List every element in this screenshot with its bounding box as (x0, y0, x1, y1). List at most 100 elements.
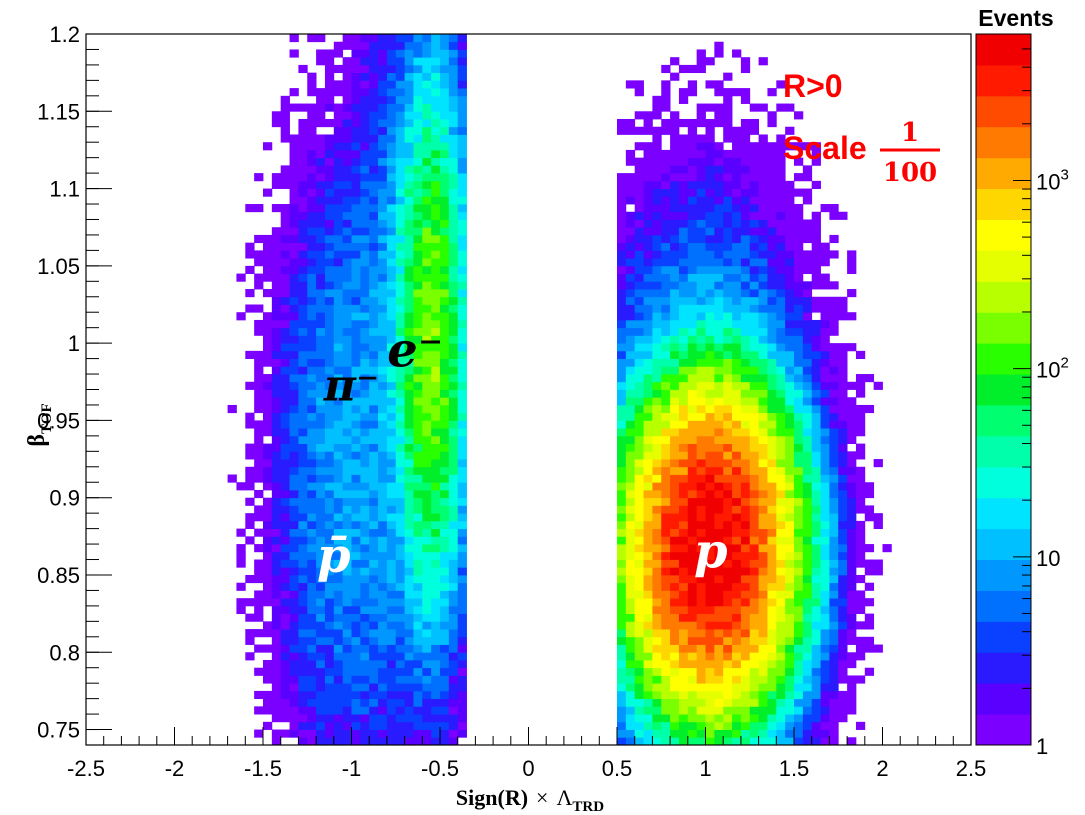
heatmap-cell (687, 451, 698, 460)
heatmap-cell (696, 459, 706, 468)
heatmap-cell (386, 366, 397, 375)
heatmap-cell (705, 242, 715, 251)
heatmap-cell (776, 659, 786, 669)
heatmap-cell (280, 227, 290, 236)
heatmap-cell (448, 157, 459, 166)
heatmap-cell (758, 675, 768, 684)
heatmap-cell (342, 729, 352, 738)
heatmap-cell (723, 559, 733, 568)
heatmap-cell (386, 242, 397, 251)
heatmap-cell (749, 690, 759, 700)
heatmap-cell (820, 505, 830, 514)
heatmap-cell (404, 142, 414, 151)
heatmap-cell (723, 737, 733, 746)
heatmap-cell (643, 544, 653, 553)
heatmap-cell (696, 149, 706, 159)
heatmap-cell (652, 667, 662, 676)
heatmap-cell (847, 265, 857, 274)
label-pion: π⁻ (323, 360, 379, 411)
heatmap-cell (395, 482, 405, 491)
heatmap-cell (307, 459, 317, 468)
heatmap-cell (758, 544, 768, 553)
heatmap-cell (333, 590, 344, 599)
heatmap-cell (307, 505, 317, 514)
heatmap-cell (652, 652, 662, 661)
heatmap-cell (652, 296, 662, 305)
heatmap-cell (643, 528, 653, 537)
heatmap-cell (802, 381, 813, 390)
heatmap-cell (342, 598, 352, 607)
heatmap-cell (378, 520, 388, 530)
heatmap-cell (625, 505, 636, 514)
heatmap-cell (723, 312, 733, 321)
heatmap-cell (652, 721, 662, 730)
heatmap-cell (820, 443, 830, 452)
heatmap-cell (316, 34, 326, 43)
heatmap-cell (634, 273, 644, 282)
heatmap-cell (829, 590, 839, 599)
heatmap-cell (351, 505, 361, 514)
heatmap-cell (369, 412, 379, 421)
heatmap-cell (413, 34, 423, 43)
heatmap-cell (324, 64, 335, 74)
heatmap-cell (617, 319, 627, 329)
heatmap-cell (440, 675, 450, 684)
heatmap-cell (705, 435, 715, 444)
heatmap-cell (422, 265, 432, 274)
heatmap-cell (386, 188, 397, 197)
heatmap-cell (413, 644, 423, 653)
heatmap-cell (661, 343, 671, 352)
heatmap-cell (404, 34, 414, 43)
heatmap-cell (732, 126, 742, 135)
heatmap-cell (687, 258, 698, 267)
heatmap-cell (705, 211, 715, 220)
heatmap-cell (422, 443, 432, 452)
heatmap-cell (351, 435, 361, 444)
heatmap-cell (324, 296, 335, 305)
heatmap-cell (422, 435, 432, 444)
heatmap-cell (360, 258, 370, 267)
heatmap-cell (617, 605, 627, 615)
heatmap-cell (431, 219, 441, 228)
heatmap-cell (802, 389, 813, 398)
heatmap-cell (776, 273, 786, 282)
heatmap-cell (723, 520, 733, 530)
heatmap-cell (333, 41, 344, 50)
heatmap-cell (776, 729, 786, 738)
heatmap-cell (386, 435, 397, 444)
heatmap-cell (413, 629, 423, 638)
heatmap-cell (422, 242, 432, 251)
heatmap-cell (369, 613, 379, 622)
heatmap-cell (351, 219, 361, 228)
heatmap-cell (395, 667, 405, 676)
heatmap-cell (324, 258, 335, 267)
heatmap-cell (705, 412, 715, 421)
heatmap-cell (360, 466, 370, 475)
heatmap-cell (289, 443, 299, 452)
heatmap-cell (838, 574, 848, 584)
heatmap-cell (723, 381, 733, 390)
heatmap-cell (758, 296, 768, 305)
heatmap-cell (431, 211, 441, 220)
heatmap-cell (360, 737, 370, 746)
heatmap-cell (457, 242, 467, 251)
heatmap-cell (811, 636, 821, 645)
heatmap-cell (687, 412, 698, 421)
heatmap-cell (422, 289, 432, 298)
heatmap-cell (758, 466, 768, 475)
heatmap-cell (360, 474, 370, 483)
heatmap-cell (280, 180, 290, 189)
heatmap-cell (289, 629, 299, 638)
heatmap-cell (404, 296, 414, 305)
heatmap-cell (785, 482, 795, 491)
heatmap-cell (634, 196, 644, 205)
heatmap-cell (440, 505, 450, 514)
heatmap-cell (767, 443, 777, 452)
heatmap-cell (271, 528, 282, 537)
heatmap-cell (431, 428, 441, 437)
heatmap-cell (705, 574, 715, 584)
heatmap-cell (289, 551, 299, 560)
heatmap-cell (732, 404, 742, 414)
heatmap-cell (811, 157, 821, 166)
heatmap-cell (440, 435, 450, 444)
